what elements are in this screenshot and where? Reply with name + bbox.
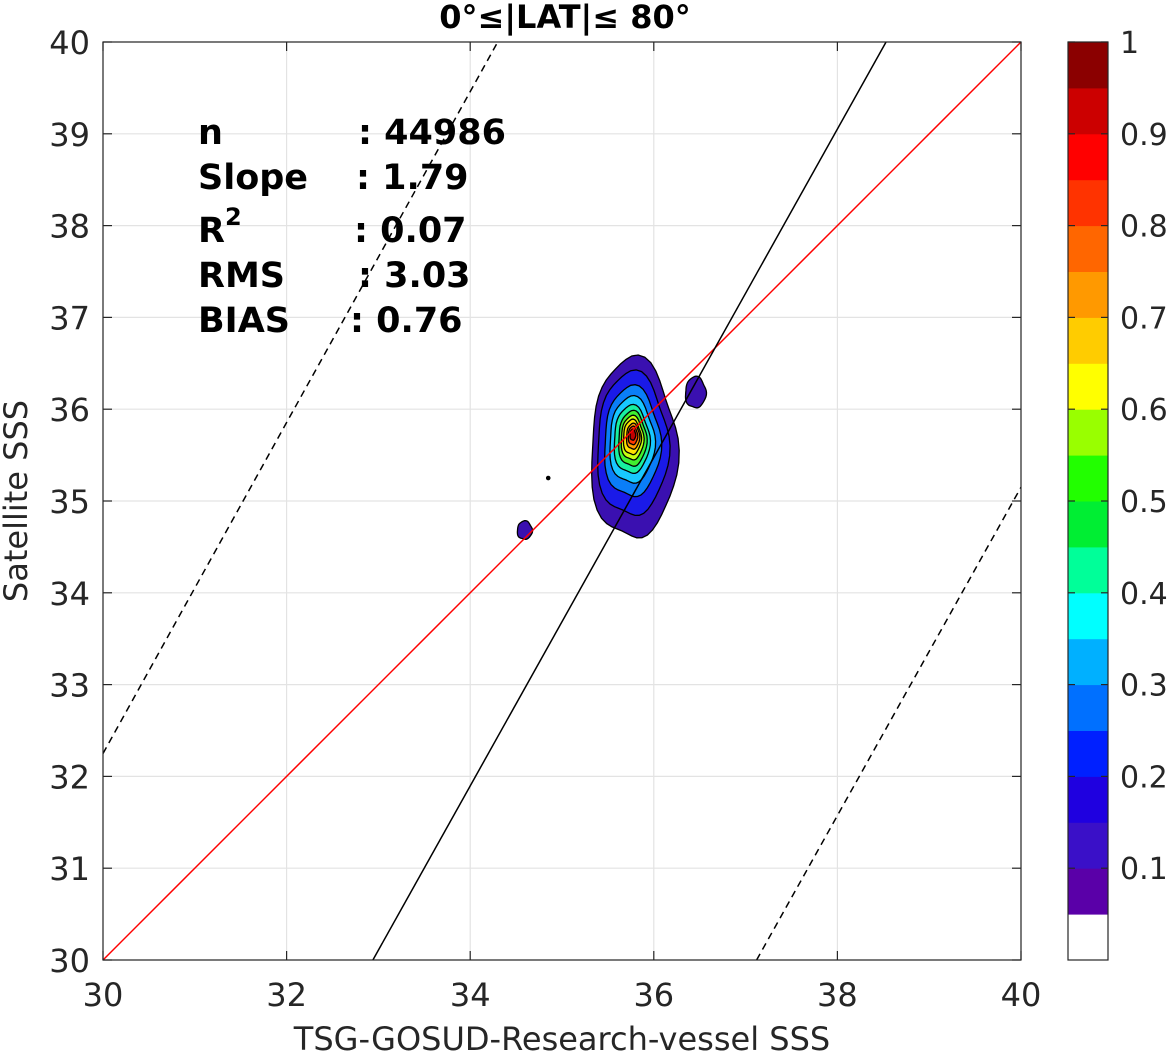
reference-lines: [103, 42, 1021, 960]
colorbar-tick-label: 0.1: [1120, 852, 1168, 887]
stat-n-value: : 44986: [358, 113, 506, 153]
x-tick-labels: 30 32 34 36 38 40: [83, 976, 1042, 1014]
colorbar-segment: [1068, 638, 1108, 686]
colorbar-segment: [1068, 87, 1108, 135]
stat-bias-value: : 0.76: [350, 301, 463, 341]
stat-r2-key: R2: [198, 203, 242, 251]
colorbar-tick-label: 0.8: [1120, 210, 1168, 245]
stat-rms-value: : 3.03: [358, 256, 471, 296]
y-tick-label: 31: [49, 850, 90, 888]
stat-bias-key: BIAS: [198, 301, 290, 341]
stat-slope-key: Slope: [198, 158, 308, 198]
density-contours: [516, 354, 708, 540]
chart-title: 0°≤|LAT|≤ 80°: [439, 0, 690, 37]
colorbar: [1068, 42, 1108, 961]
scatter-point: [545, 475, 551, 481]
y-tick-label: 40: [49, 24, 90, 62]
colorbar-segment: [1068, 546, 1108, 594]
stat-r2-key-sup: 2: [225, 203, 242, 231]
colorbar-ticks: 0.1 0.2 0.3 0.4 0.5 0.6 0.7 0.8 0.9 1: [1068, 26, 1168, 887]
colorbar-segment: [1068, 684, 1108, 731]
colorbar-tick-label: 0.6: [1120, 393, 1168, 428]
colorbar-segment: [1068, 455, 1108, 502]
colorbar-segment: [1068, 225, 1108, 272]
colorbar-segment: [1068, 822, 1108, 869]
stat-r2-value: : 0.07: [354, 211, 467, 251]
contour-blob: [684, 375, 708, 409]
y-axis-label: Satellite SSS: [0, 400, 35, 602]
axis-ticks: [102, 41, 1022, 961]
x-tick-label: 36: [633, 976, 674, 1014]
colorbar-segment: [1068, 179, 1108, 227]
colorbar-segment: [1068, 42, 1108, 89]
colorbar-tick-label: 0.3: [1120, 669, 1168, 704]
x-tick-label: 34: [450, 976, 491, 1014]
grid: [102, 41, 1022, 961]
y-tick-label: 38: [49, 208, 90, 246]
lower-bound-line: [755, 486, 1021, 960]
colorbar-segment: [1068, 317, 1108, 364]
y-tick-labels: 30 31 32 33 34 35 36 37 38 39 40: [49, 24, 90, 980]
colorbar-tick-label: 0.2: [1120, 760, 1168, 795]
x-tick-label: 38: [817, 976, 858, 1014]
colorbar-segment: [1068, 501, 1108, 548]
colorbar-tick-label: 1: [1120, 26, 1139, 61]
y-tick-label: 39: [49, 116, 90, 154]
x-tick-label: 30: [83, 976, 124, 1014]
y-tick-label: 37: [49, 299, 90, 337]
stats-annotation: n : 44986 Slope : 1.79 R2 : 0.07 RMS : 3…: [198, 113, 506, 341]
y-tick-label: 34: [49, 575, 90, 613]
stat-rms-key: RMS: [198, 256, 285, 296]
x-tick-label: 40: [1001, 976, 1042, 1014]
colorbar-segment: [1068, 776, 1108, 823]
colorbar-segment: [1068, 363, 1108, 410]
regression-line: [372, 42, 887, 960]
y-tick-label: 35: [49, 483, 90, 521]
scatter-points: [545, 475, 551, 481]
y-tick-label: 33: [49, 667, 90, 705]
y-tick-label: 32: [49, 758, 90, 796]
colorbar-tick-label: 0.7: [1120, 301, 1168, 336]
colorbar-segment: [1068, 914, 1108, 961]
colorbar-tick-label: 0.5: [1120, 485, 1168, 520]
colorbar-tick-label: 0.9: [1120, 118, 1168, 153]
stat-n-key: n: [198, 113, 223, 153]
y-tick-label: 36: [49, 391, 90, 429]
colorbar-segment: [1068, 271, 1108, 318]
y-tick-label: 30: [49, 942, 90, 980]
one-to-one-line: [103, 42, 1021, 960]
colorbar-segment: [1068, 133, 1108, 181]
colorbar-segment: [1068, 730, 1108, 777]
colorbar-segment: [1068, 592, 1108, 640]
stat-slope-value: : 1.79: [356, 158, 469, 198]
colorbar-segment: [1068, 409, 1108, 456]
colorbar-tick-label: 0.4: [1120, 577, 1168, 612]
x-axis-label: TSG-GOSUD-Research-vessel SSS: [293, 1020, 830, 1055]
stat-r2-key-base: R: [198, 211, 225, 251]
colorbar-segment: [1068, 868, 1108, 915]
x-tick-label: 32: [266, 976, 307, 1014]
upper-bound-line: [103, 42, 499, 754]
